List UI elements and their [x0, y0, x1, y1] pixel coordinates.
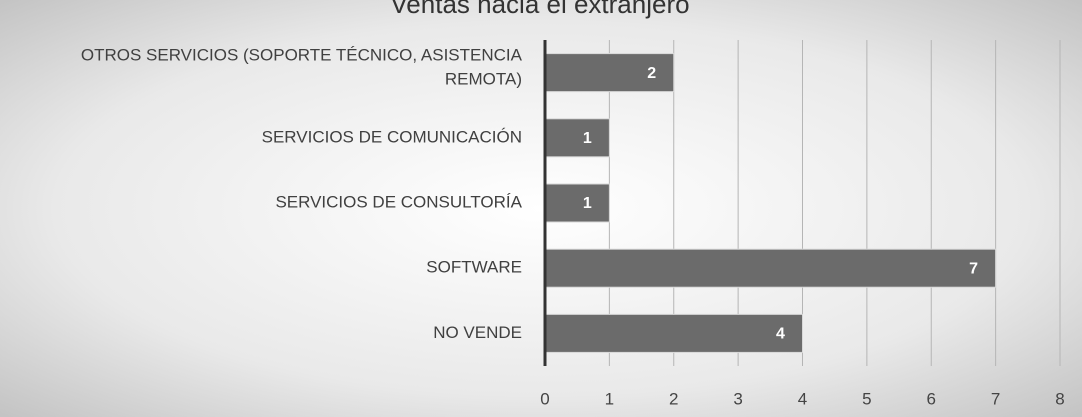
- bar: [544, 248, 997, 288]
- data-label: 7: [969, 260, 978, 277]
- bar: [544, 118, 610, 158]
- bar: [544, 183, 610, 223]
- x-tick-label: 2: [669, 389, 678, 408]
- chart-title: Ventas hacia el extranjero: [390, 0, 689, 19]
- x-tick-label: 0: [540, 389, 549, 408]
- x-tick-label: 8: [1055, 389, 1064, 408]
- x-tick-label: 1: [605, 389, 614, 408]
- y-tick-label: NO VENDE: [433, 323, 522, 342]
- x-tick-label: 4: [798, 389, 807, 408]
- data-label: 2: [647, 65, 656, 82]
- label-line: OTROS SERVICIOS (SOPORTE TÉCNICO, ASISTE…: [81, 46, 523, 65]
- data-label: 1: [583, 195, 592, 212]
- x-tick-label: 5: [862, 389, 871, 408]
- y-tick-label: SERVICIOS DE CONSULTORÍA: [275, 192, 522, 211]
- bar: [544, 53, 675, 93]
- x-tick-label: 6: [927, 389, 936, 408]
- data-label: 1: [583, 130, 592, 147]
- y-tick-label: SERVICIOS DE COMUNICACIÓN: [262, 127, 522, 146]
- y-tick-label: OTROS SERVICIOS (SOPORTE TÉCNICO, ASISTE…: [81, 46, 523, 89]
- x-tick-label: 3: [733, 389, 742, 408]
- bar: [544, 313, 803, 353]
- x-tick-label: 7: [991, 389, 1000, 408]
- label-line: REMOTA): [445, 70, 522, 89]
- y-tick-label: SOFTWARE: [426, 258, 522, 277]
- data-label: 4: [776, 326, 785, 343]
